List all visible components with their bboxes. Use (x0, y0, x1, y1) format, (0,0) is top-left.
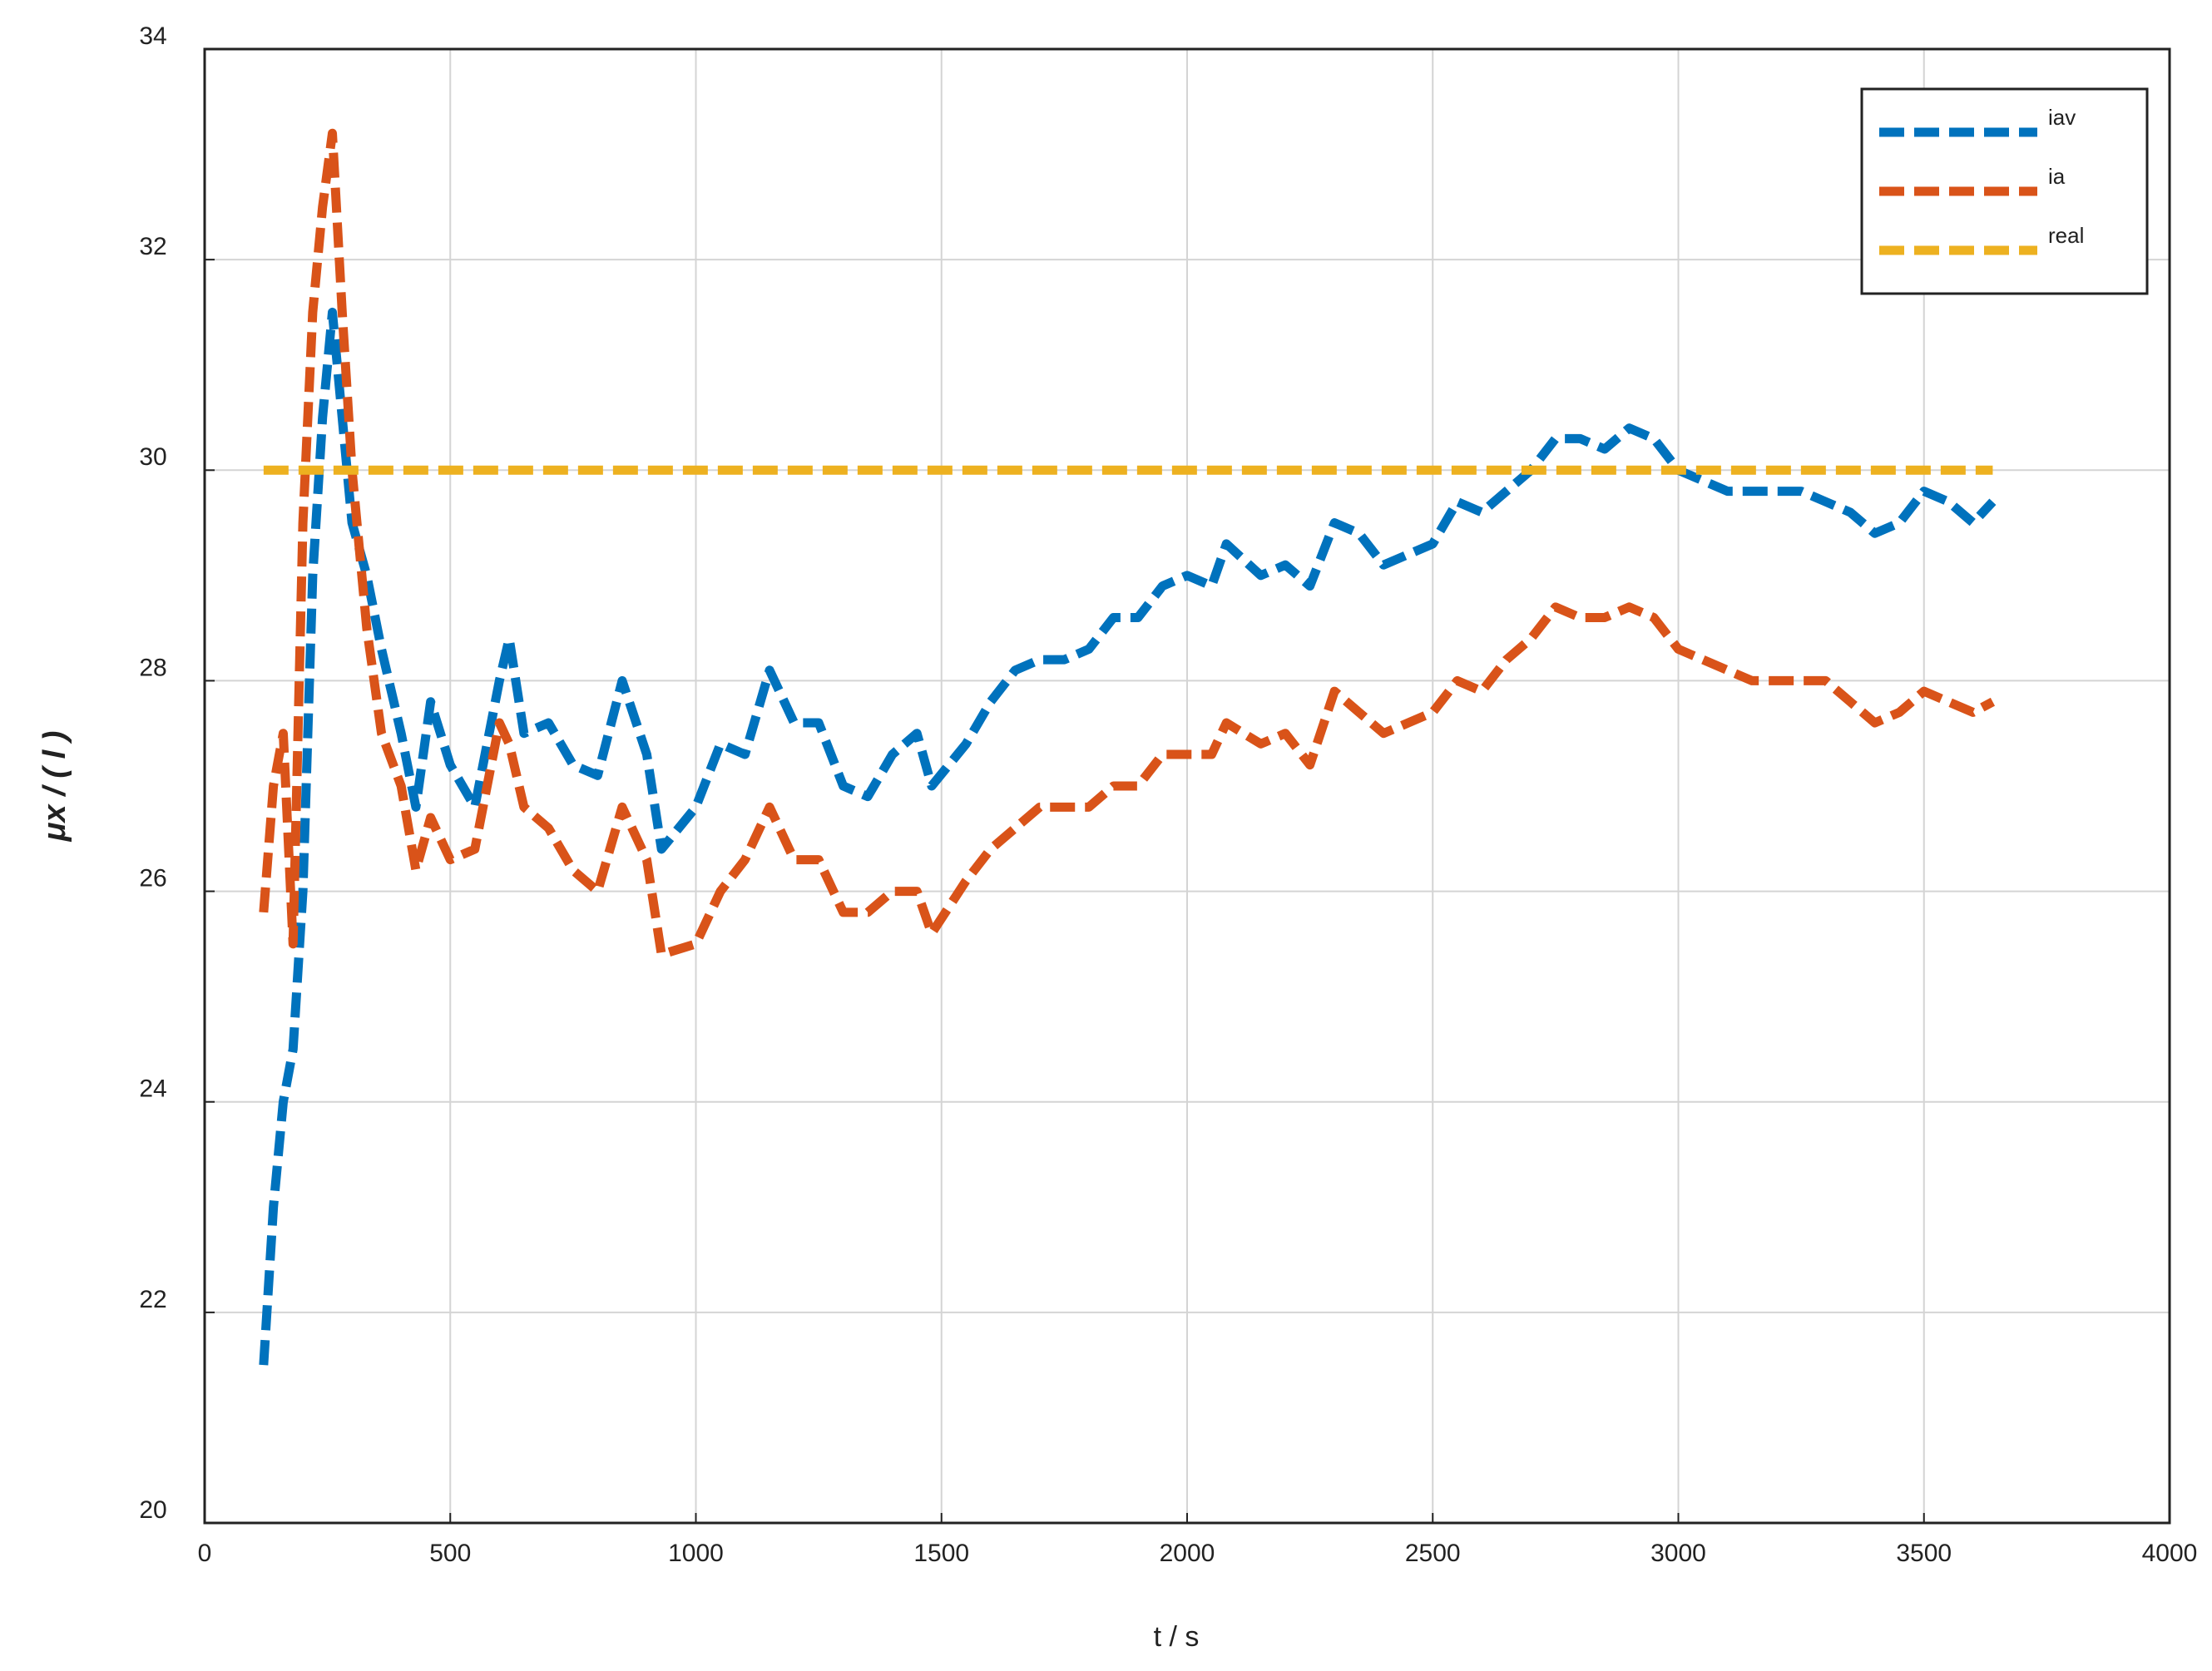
y-tick-label: 28 (139, 654, 166, 681)
y-axis-label: μx / ( l ) (37, 731, 72, 843)
x-tick-label: 1500 (913, 1540, 969, 1567)
legend-label: ia (2048, 164, 2066, 189)
x-tick-label: 3500 (1896, 1540, 1952, 1567)
legend-label: iav (2048, 105, 2076, 130)
x-axis-label: t / s (1154, 1621, 1200, 1653)
y-tick-label: 20 (139, 1496, 166, 1524)
plot-frame (203, 47, 2171, 1525)
x-tick-label: 500 (429, 1540, 471, 1567)
x-tick-label: 4000 (2142, 1540, 2198, 1567)
x-tick-label: 0 (198, 1540, 212, 1567)
x-tick-label: 1000 (668, 1540, 724, 1567)
data-line (259, 128, 1996, 960)
x-tick-label: 3000 (1650, 1540, 1706, 1567)
y-tick-label: 26 (139, 864, 166, 892)
y-tick-label: 32 (139, 233, 166, 260)
y-tick-label: 24 (139, 1075, 166, 1103)
y-tick-label: 30 (139, 443, 166, 471)
data-line (259, 307, 1997, 1366)
x-tick-label: 2000 (1160, 1540, 1215, 1567)
x-tick-label: 2500 (1405, 1540, 1461, 1567)
y-tick-label: 22 (139, 1286, 166, 1313)
y-tick-label: 34 (139, 22, 166, 50)
legend-label: real (2048, 223, 2084, 248)
